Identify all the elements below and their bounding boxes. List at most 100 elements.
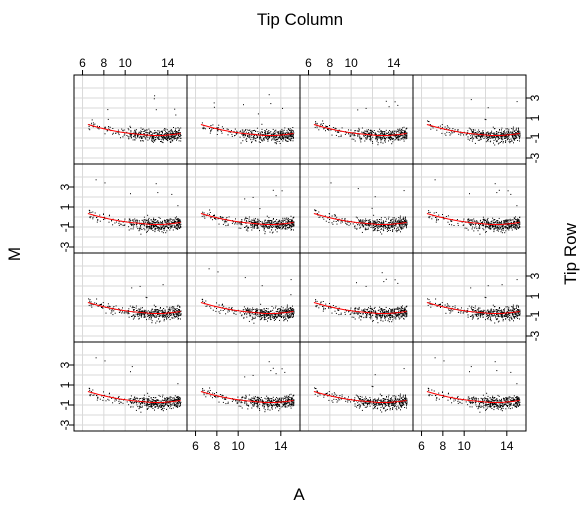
data-point bbox=[488, 132, 490, 134]
data-point bbox=[279, 227, 281, 229]
data-point bbox=[174, 134, 176, 136]
data-point bbox=[282, 135, 284, 137]
data-point bbox=[246, 316, 248, 318]
data-point bbox=[513, 133, 515, 134]
data-point bbox=[517, 227, 519, 229]
data-point bbox=[395, 218, 397, 220]
data-point bbox=[129, 134, 131, 136]
data-point bbox=[149, 224, 150, 226]
data-point bbox=[179, 314, 181, 316]
data-point bbox=[397, 226, 399, 228]
data-point bbox=[137, 220, 139, 222]
data-point bbox=[513, 142, 514, 144]
data-point bbox=[398, 136, 400, 138]
data-point bbox=[173, 309, 175, 311]
data-point bbox=[259, 142, 261, 143]
data-point bbox=[511, 132, 513, 134]
data-point bbox=[467, 219, 469, 221]
data-point bbox=[337, 131, 339, 133]
data-point bbox=[282, 228, 284, 230]
data-point bbox=[493, 219, 495, 220]
data-point bbox=[392, 313, 394, 315]
data-point bbox=[169, 313, 171, 314]
data-point bbox=[502, 132, 504, 134]
data-point bbox=[509, 227, 511, 229]
data-point bbox=[159, 132, 161, 133]
data-point bbox=[489, 228, 491, 230]
data-point bbox=[180, 223, 182, 225]
data-point bbox=[361, 127, 363, 129]
data-point bbox=[268, 130, 270, 132]
data-point bbox=[178, 134, 179, 136]
data-point bbox=[289, 138, 291, 140]
data-point bbox=[362, 132, 364, 134]
data-point bbox=[385, 226, 387, 228]
data-point bbox=[133, 226, 135, 228]
data-point bbox=[390, 224, 392, 226]
data-point bbox=[259, 313, 261, 315]
data-point bbox=[132, 223, 134, 225]
data-point bbox=[370, 315, 372, 317]
data-point bbox=[245, 216, 247, 218]
data-point bbox=[174, 108, 176, 110]
data-point bbox=[256, 220, 258, 222]
data-point bbox=[403, 226, 405, 228]
data-point bbox=[274, 135, 276, 137]
data-point bbox=[257, 131, 259, 133]
data-point bbox=[384, 227, 386, 229]
data-point bbox=[476, 220, 478, 222]
data-point bbox=[387, 310, 389, 312]
data-point bbox=[374, 311, 376, 313]
data-point bbox=[368, 307, 369, 309]
data-point bbox=[474, 227, 476, 229]
data-point bbox=[118, 222, 120, 224]
data-point bbox=[254, 219, 256, 221]
data-point bbox=[489, 132, 491, 134]
data-point bbox=[144, 130, 145, 132]
data-point bbox=[354, 226, 356, 228]
data-point bbox=[239, 130, 241, 132]
data-point bbox=[400, 222, 402, 223]
panel-r1-c4 bbox=[412, 74, 527, 165]
data-point bbox=[282, 130, 284, 132]
data-point bbox=[357, 312, 359, 314]
data-point bbox=[495, 136, 497, 138]
data-point bbox=[105, 312, 107, 314]
data-point bbox=[378, 309, 380, 311]
data-point bbox=[503, 226, 505, 228]
data-point bbox=[152, 221, 154, 223]
data-point bbox=[405, 316, 407, 318]
data-point bbox=[448, 308, 450, 310]
data-point bbox=[251, 313, 253, 315]
data-point bbox=[367, 219, 369, 221]
data-point bbox=[457, 130, 459, 132]
data-point bbox=[400, 231, 401, 233]
data-point bbox=[492, 226, 494, 228]
data-point bbox=[292, 136, 294, 138]
data-point bbox=[269, 315, 271, 316]
data-point bbox=[264, 318, 266, 320]
data-point bbox=[388, 229, 389, 231]
data-point bbox=[289, 221, 291, 222]
data-point bbox=[487, 139, 489, 140]
data-point bbox=[484, 219, 486, 221]
data-point bbox=[510, 193, 512, 195]
data-point bbox=[360, 137, 362, 139]
data-point bbox=[499, 228, 501, 230]
data-point bbox=[500, 231, 502, 233]
data-point bbox=[160, 228, 162, 230]
data-point bbox=[376, 318, 378, 320]
data-point bbox=[358, 317, 360, 319]
data-point bbox=[92, 126, 94, 128]
data-point bbox=[257, 309, 259, 311]
data-point bbox=[435, 221, 437, 223]
data-point bbox=[250, 309, 252, 311]
data-point bbox=[388, 225, 390, 227]
data-point bbox=[178, 129, 180, 131]
data-point bbox=[511, 134, 513, 136]
data-point bbox=[179, 220, 181, 222]
data-point bbox=[504, 133, 506, 135]
data-point bbox=[338, 307, 340, 309]
data-point bbox=[148, 228, 150, 230]
data-point bbox=[271, 229, 272, 231]
